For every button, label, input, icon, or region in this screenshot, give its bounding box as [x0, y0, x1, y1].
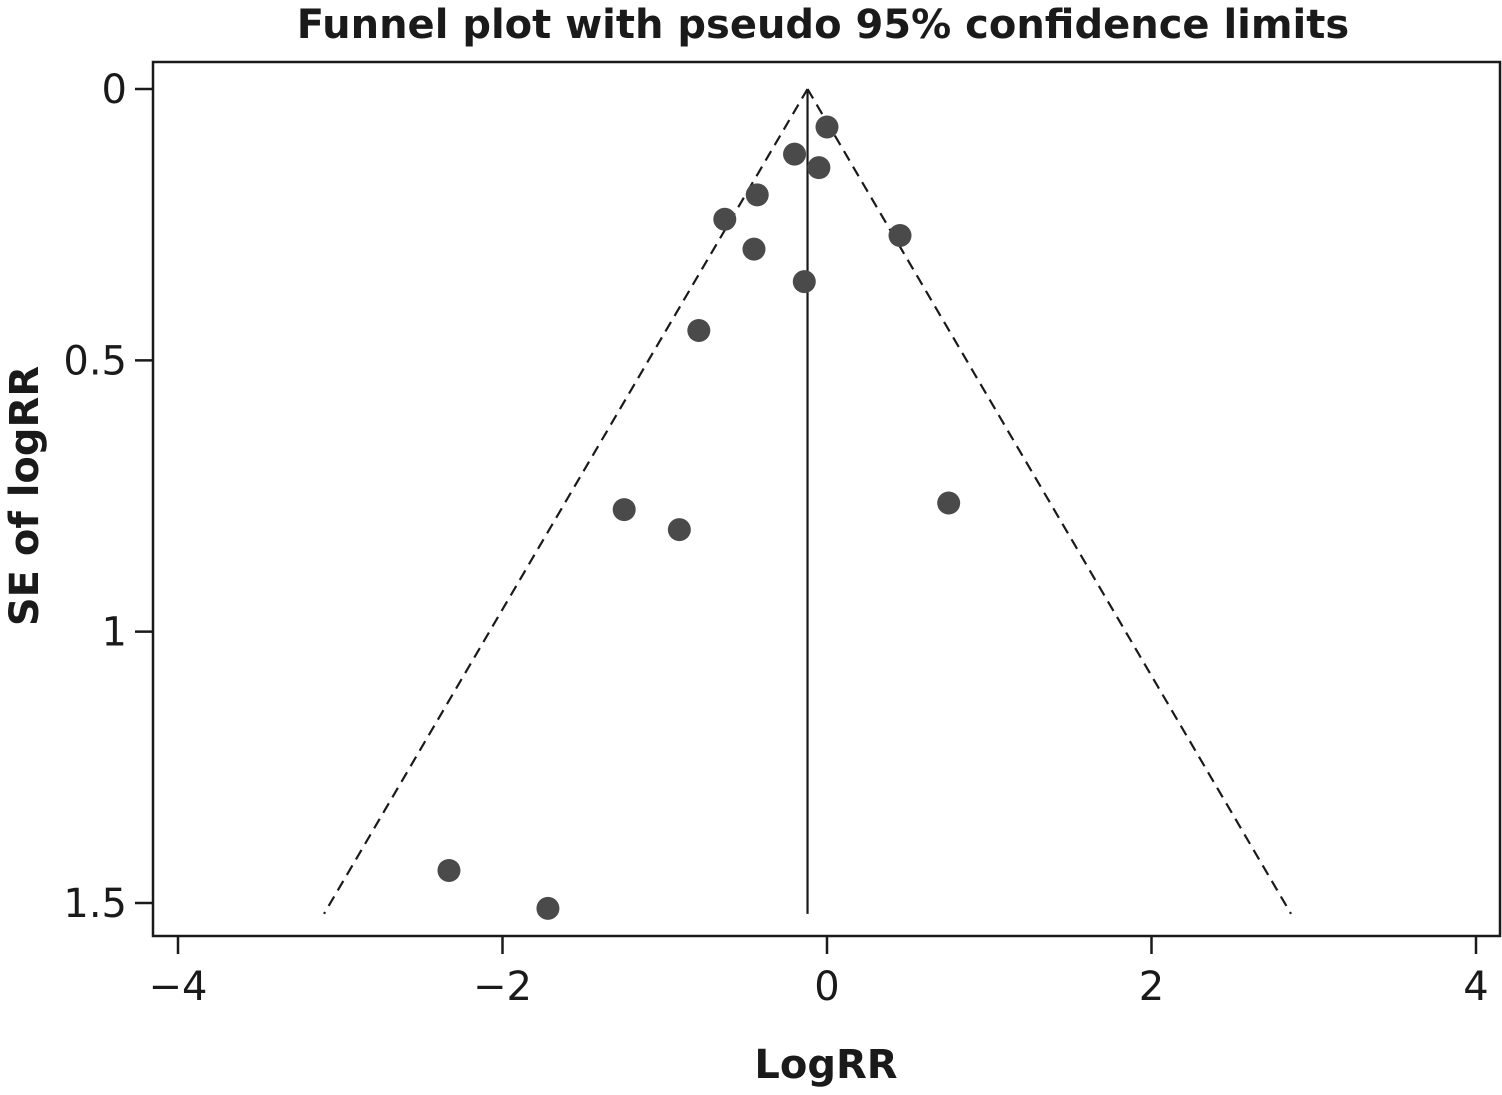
lower-confidence-limit-line	[323, 88, 809, 915]
upper-confidence-limit-line	[806, 88, 1292, 915]
plot-frame	[151, 60, 1502, 938]
data-point	[713, 207, 737, 231]
y-tick-label: 1	[102, 610, 127, 656]
data-point	[536, 896, 560, 920]
y-axis: 0 0.5 1 1.5	[63, 67, 153, 927]
chart-title: Funnel plot with pseudo 95% confidence l…	[297, 2, 1349, 48]
x-tick-label: 2	[1139, 964, 1164, 1010]
data-point	[612, 498, 636, 522]
y-tick-label: 0	[102, 67, 127, 113]
y-tick-label: 0.5	[63, 338, 127, 384]
x-axis-label: LogRR	[754, 1042, 897, 1088]
x-axis: −4 −2 0 2 4	[149, 936, 1489, 1010]
funnel-lines	[323, 88, 1292, 915]
data-points	[437, 115, 961, 920]
data-point	[888, 224, 912, 248]
y-axis-label: SE of logRR	[2, 366, 48, 626]
data-point	[815, 115, 839, 139]
data-point	[742, 237, 766, 261]
data-point	[745, 183, 769, 207]
x-tick-label: −4	[149, 964, 208, 1010]
data-point	[792, 270, 816, 294]
data-point	[687, 318, 711, 342]
x-tick-label: 0	[814, 964, 839, 1010]
x-tick-label: −2	[473, 964, 532, 1010]
data-point	[807, 156, 831, 180]
data-point	[937, 491, 961, 515]
data-point	[783, 142, 807, 166]
data-point	[437, 858, 461, 882]
y-tick-label: 1.5	[63, 881, 127, 927]
x-tick-label: 4	[1463, 964, 1488, 1010]
data-point	[667, 518, 691, 542]
